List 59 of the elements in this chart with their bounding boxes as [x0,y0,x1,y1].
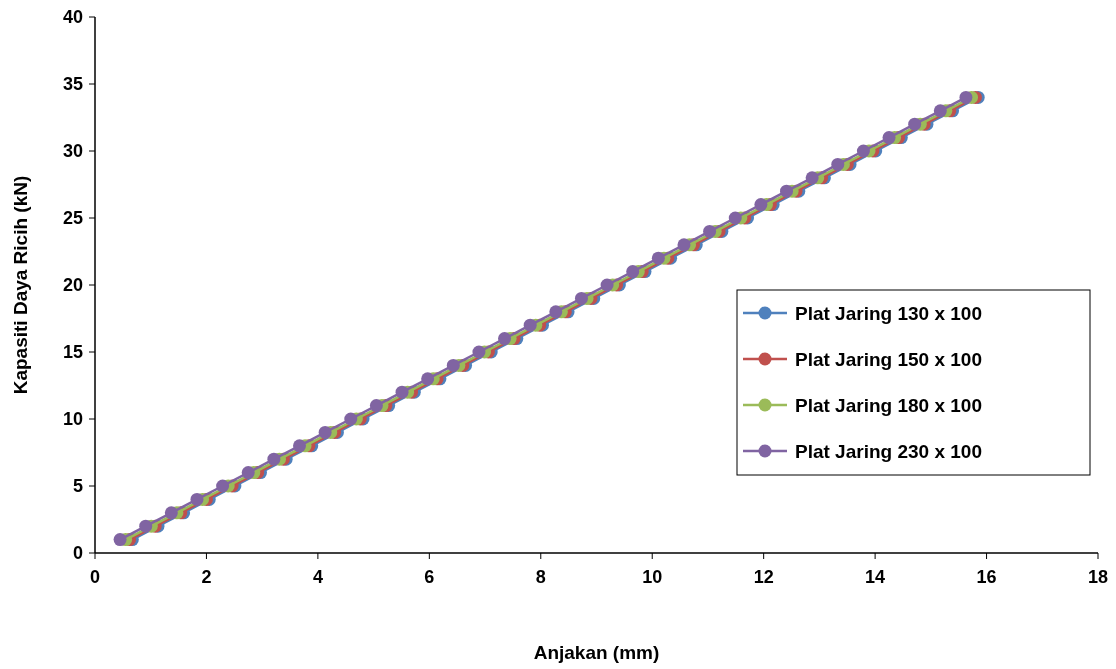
legend-label: Plat Jaring 180 x 100 [795,395,982,416]
point [267,452,281,466]
point [446,358,460,372]
x-tick-label: 4 [312,567,323,587]
point [831,157,845,171]
point [780,184,794,198]
y-tick-label: 25 [62,208,83,228]
point [344,412,358,426]
point [523,318,537,332]
x-tick-label: 14 [865,567,886,587]
x-axis-title: Anjakan (mm) [533,642,660,663]
x-tick-label: 6 [424,567,435,587]
y-axis-title: Kapasiti Daya Ricih (kN) [10,175,31,395]
point [882,131,896,145]
point [754,198,768,212]
legend-label: Plat Jaring 150 x 100 [795,349,982,370]
point [395,385,409,399]
y-tick-label: 0 [72,543,83,563]
x-tick-label: 8 [535,567,546,587]
point [626,265,640,279]
point [293,439,306,453]
y-tick-label: 5 [72,476,83,496]
point [421,372,435,386]
legend-label: Plat Jaring 130 x 100 [795,303,982,324]
point [164,506,178,520]
y-tick-label: 15 [62,342,83,362]
point [498,332,512,346]
point [651,251,665,265]
point [190,492,204,506]
point [216,479,230,493]
point [933,104,947,118]
x-tick-label: 12 [753,567,774,587]
x-tick-label: 18 [1087,567,1109,587]
point [472,345,486,359]
point [600,278,614,292]
point [369,399,383,413]
x-tick-label: 0 [89,567,101,587]
x-tick-label: 2 [201,567,212,587]
point [856,144,870,158]
y-tick-label: 35 [62,74,83,94]
point [908,117,922,131]
point [139,519,153,533]
point [318,425,332,439]
point [113,533,127,547]
point [241,466,255,480]
y-tick-label: 40 [62,7,83,27]
point [549,305,563,319]
legend-label: Plat Jaring 230 x 100 [795,441,982,462]
point [959,90,973,104]
point [703,224,717,238]
y-tick-label: 20 [62,275,83,295]
point [574,291,588,305]
x-tick-label: 10 [642,567,663,587]
y-tick-label: 10 [62,409,83,429]
point [677,238,691,252]
point [728,211,742,225]
y-tick-label: 30 [62,141,83,161]
x-tick-label: 16 [976,567,997,587]
point [805,171,819,185]
